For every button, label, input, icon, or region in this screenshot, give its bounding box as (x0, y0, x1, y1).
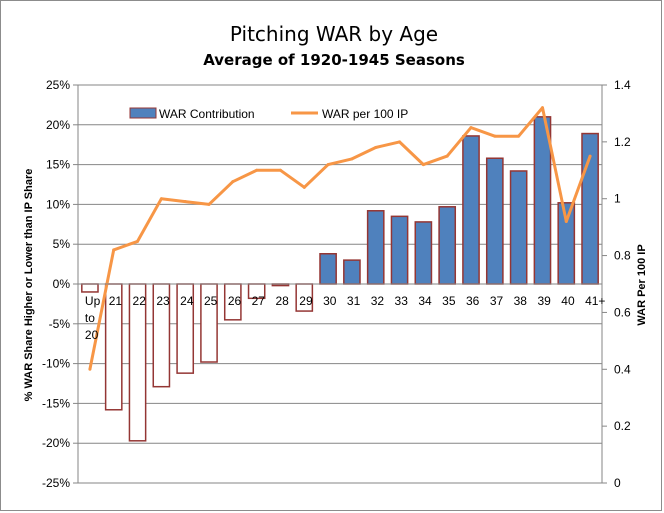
x-tick-label: 38 (514, 294, 528, 308)
line-series (88, 106, 592, 371)
x-tick-label: 21 (109, 294, 123, 308)
line-point (207, 202, 211, 206)
line-point (398, 140, 402, 144)
y2-tick-label: 1.4 (614, 78, 631, 92)
y2-axis-title: WAR Per 100 IP (636, 244, 648, 325)
bar-war-contribution (462, 135, 480, 285)
line-point (445, 154, 449, 158)
line-point (183, 200, 187, 204)
line-point (564, 219, 568, 223)
legend-swatch-bar (129, 107, 157, 119)
line-point (421, 163, 425, 167)
y-tick-label: 20% (46, 118, 70, 132)
y-tick-label: 15% (46, 158, 70, 172)
axes: 25% 20% 15% 10% 5% 0% -5% -10% -15% -20% -25% 1.4 1.… (42, 78, 631, 490)
bar-war-contribution (390, 215, 409, 285)
line-point (493, 134, 497, 138)
y2-tick-label: 1.2 (614, 135, 631, 149)
legend-label-war-per-100-ip: WAR per 100 IP (322, 107, 408, 121)
y-tick-label: 0% (53, 277, 71, 291)
y2-tick-label: 0.8 (614, 249, 631, 263)
x-tick-label: 39 (537, 294, 551, 308)
bar-war-contribution (319, 253, 337, 285)
line-point (540, 106, 544, 110)
y2-tick-label: 0.6 (614, 305, 631, 319)
x-tick-label: 36 (466, 294, 480, 308)
line-point (159, 197, 163, 201)
line-point (88, 367, 92, 371)
x-tick-label: 24 (180, 294, 194, 308)
bar-war-contribution (343, 259, 361, 285)
x-tick-label: 29 (299, 294, 313, 308)
line-point (374, 146, 378, 150)
y2-tick-label: 0.2 (614, 419, 631, 433)
bar-war-contribution (438, 206, 457, 285)
x-tick-label: 28 (275, 294, 289, 308)
y-tick-label: -10% (42, 357, 70, 371)
x-tick-label: 33 (395, 294, 409, 308)
chart-subtitle: Average of 1920-1945 Seasons (203, 51, 465, 69)
y-tick-label: -5% (49, 317, 71, 331)
legend: WAR Contribution WAR per 100 IP (129, 107, 408, 121)
y2-tick-label: 0.4 (614, 362, 631, 376)
y-tick-label: -25% (42, 476, 70, 490)
x-tick-label: 35 (442, 294, 456, 308)
line-point (112, 248, 116, 252)
y-tick-label: 10% (46, 197, 70, 211)
line-point (255, 168, 259, 172)
line-point (231, 180, 235, 184)
x-tick-label: 27 (252, 294, 266, 308)
line-point (588, 154, 592, 158)
chart-title: Pitching WAR by Age (230, 22, 438, 46)
y-axis-title: % WAR Share Higher or Lower than IP Shar… (23, 169, 35, 402)
bar-war-contribution (509, 170, 528, 285)
line-point (278, 168, 282, 172)
x-tick-label: 32 (371, 294, 385, 308)
x-tick-label: 31 (347, 294, 361, 308)
x-tick-label: 37 (490, 294, 504, 308)
line-war-per-100-ip (88, 106, 592, 370)
y-tick-label: -20% (42, 436, 70, 450)
x-tick-label: 41+ (585, 294, 605, 308)
x-tick-label: 30 (323, 294, 337, 308)
line-point (469, 126, 473, 130)
bar-war-contribution (81, 283, 99, 293)
y-tick-label: 5% (53, 237, 71, 251)
y2-tick-label: 1 (614, 192, 621, 206)
line-point (517, 134, 521, 138)
y-tick-label: -15% (42, 396, 70, 410)
x-tick-label: 34 (418, 294, 432, 308)
bar-war-contribution (414, 221, 433, 285)
y2-tick-label: 0 (614, 476, 621, 490)
bar-war-contribution (366, 210, 385, 285)
bar-series (81, 116, 599, 442)
x-tick-label: Up to 20 (85, 294, 101, 342)
x-tick-label: 23 (156, 294, 170, 308)
x-tick-label: 26 (228, 294, 242, 308)
line-point (302, 185, 306, 189)
line-point (326, 163, 330, 167)
legend-label-war-contribution: WAR Contribution (159, 107, 255, 121)
x-tick-label: 40 (561, 294, 575, 308)
line-point (136, 239, 140, 243)
x-tick-label: 22 (133, 294, 147, 308)
y-tick-label: 25% (46, 78, 70, 92)
bar-war-contribution (485, 157, 504, 285)
line-point (350, 157, 354, 161)
x-tick-label: 25 (204, 294, 218, 308)
